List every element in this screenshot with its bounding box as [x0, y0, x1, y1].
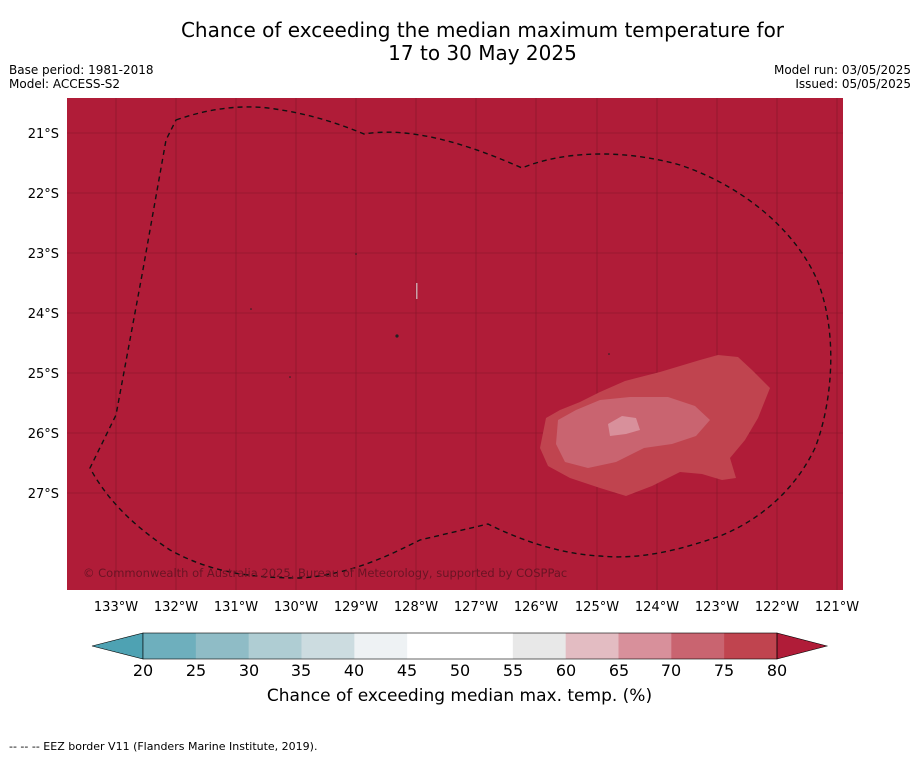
island [608, 353, 610, 355]
colorbar-bin [301, 633, 355, 659]
lon-label: 133°W [94, 600, 138, 615]
colorbar-bin [618, 633, 672, 659]
lon-label: 130°W [274, 600, 318, 615]
colorbar-bin [195, 633, 250, 659]
island [395, 334, 399, 338]
island [416, 283, 418, 299]
lat-label: 21°S [28, 127, 59, 142]
colorbar-bin [248, 633, 302, 659]
colorbar-tick: 25 [186, 661, 206, 680]
lat-label: 22°S [28, 187, 59, 202]
lon-label: 131°W [214, 600, 258, 615]
footnote: -- -- -- EEZ border V11 (Flanders Marine… [9, 740, 318, 753]
lat-labels: 21°S 22°S 23°S 24°S 25°S 26°S 27°S [28, 127, 59, 502]
lon-label: 125°W [575, 600, 619, 615]
colorbar [91, 632, 829, 660]
eez-border [89, 106, 832, 579]
graticule [67, 98, 843, 590]
colorbar-tick: 50 [450, 661, 470, 680]
model-run: Model run: 03/05/2025 [773, 63, 911, 77]
lat-label: 25°S [28, 367, 59, 382]
colorbar-tick: 20 [133, 661, 153, 680]
lon-label: 126°W [514, 600, 558, 615]
colorbar-tick: 80 [767, 661, 787, 680]
colorbar-tick: 75 [714, 661, 734, 680]
lon-label: 124°W [635, 600, 679, 615]
title-line-2: 17 to 30 May 2025 [388, 41, 577, 65]
islands [250, 253, 610, 378]
lon-label: 123°W [695, 600, 739, 615]
colorbar-ticks: 20 25 30 35 40 45 50 55 60 65 70 75 80 [133, 661, 787, 680]
colorbar-bin [565, 633, 619, 659]
lat-label: 24°S [28, 307, 59, 322]
lon-labels: 133°W 132°W 131°W 130°W 129°W 128°W 127°… [94, 600, 859, 615]
colorbar-bin [143, 633, 197, 659]
colorbar-tick: 35 [291, 661, 311, 680]
lon-label: 122°W [755, 600, 799, 615]
colorbar-bin [460, 633, 514, 659]
island [250, 308, 252, 310]
colorbar-bin [724, 633, 778, 659]
colorbar-tick: 45 [397, 661, 417, 680]
colorbar-tick: 30 [239, 661, 259, 680]
contour-65 [608, 416, 640, 436]
meta-left: Base period: 1981-2018 Model: ACCESS-S2 [9, 63, 154, 91]
map-title: Chance of exceeding the median maximum t… [0, 19, 919, 65]
colorbar-tick: 70 [661, 661, 681, 680]
island [355, 253, 357, 255]
colorbar-bin [512, 633, 567, 659]
lon-label: 127°W [454, 600, 498, 615]
contour-70 [556, 397, 710, 468]
colorbar-bin [671, 633, 725, 659]
colorbar-tick: 65 [609, 661, 629, 680]
colorbar-extend-low [91, 632, 144, 660]
issued-date: Issued: 05/05/2025 [795, 77, 911, 91]
map-figure: © Commonwealth of Australia 2025, Bureau… [28, 98, 859, 680]
colorbar-extend-high [776, 632, 829, 660]
colorbar-bin [407, 633, 461, 659]
lon-label: 128°W [394, 600, 438, 615]
colorbar-tick: 40 [344, 661, 364, 680]
island [289, 376, 291, 378]
map-background [67, 98, 843, 590]
title-line-1: Chance of exceeding the median maximum t… [180, 18, 785, 42]
colorbar-frame [142, 632, 778, 660]
colorbar-bin [354, 633, 408, 659]
copyright-text: © Commonwealth of Australia 2025, Bureau… [83, 566, 567, 580]
lat-label: 23°S [28, 247, 59, 262]
lat-label: 27°S [28, 487, 59, 502]
lon-label: 132°W [154, 600, 198, 615]
model-name: Model: ACCESS-S2 [9, 77, 121, 91]
base-period: Base period: 1981-2018 [9, 63, 154, 77]
lon-label: 129°W [334, 600, 378, 615]
lon-label: 121°W [815, 600, 859, 615]
colorbar-tick: 60 [556, 661, 576, 680]
meta-right: Model run: 03/05/2025 Issued: 05/05/2025 [774, 63, 911, 91]
colorbar-label: Chance of exceeding median max. temp. (%… [266, 686, 653, 706]
colorbar-tick: 55 [503, 661, 523, 680]
lat-label: 26°S [28, 427, 59, 442]
